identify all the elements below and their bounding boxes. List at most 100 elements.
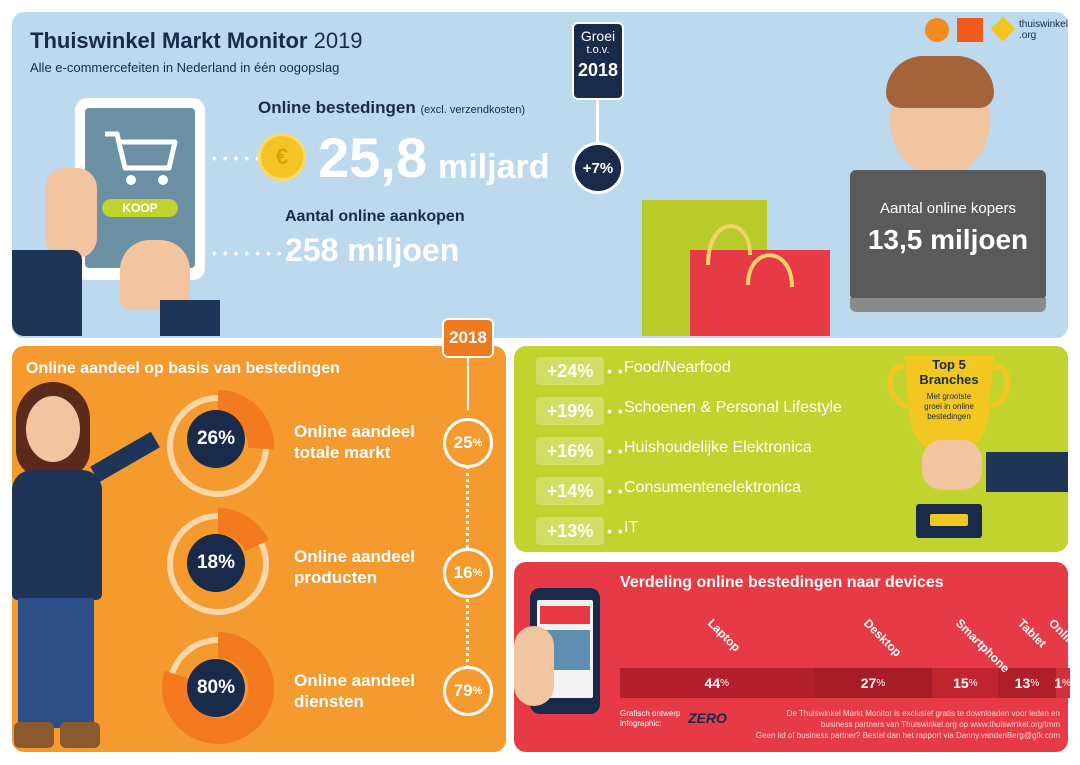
year-connector [467, 358, 469, 410]
euro-coin-icon: € [258, 133, 306, 181]
dotted-connector: • • • • • [212, 150, 262, 166]
top5-growth-4: +14% [536, 477, 604, 505]
share-label-total-market: Online aandeel totale markt [294, 421, 444, 463]
credit: Grafisch ontwerp infographic: [620, 709, 680, 729]
top5-title1: Top 5 [932, 357, 966, 372]
share-arc-0 [218, 390, 274, 450]
prev-unit: % [472, 437, 483, 449]
purchases-label: Aantal online aankopen [285, 208, 465, 225]
device-segment-tablet: 13% [998, 668, 1056, 698]
buyers-label: Aantal online kopers [880, 200, 1016, 217]
device-segment-smartphone: 15% [932, 668, 999, 698]
devices-panel [514, 562, 1068, 752]
top5-growth-2: +19% [536, 397, 604, 425]
top5-growth-5: +13% [536, 517, 604, 545]
woman-face [26, 396, 80, 462]
growth-year: 2018 [577, 60, 619, 80]
share-label2: diensten [294, 692, 364, 711]
dots-3: • • [607, 443, 624, 459]
top5-growth-1: +24% [536, 357, 604, 385]
top5-name-5: IT [624, 519, 639, 536]
device-unit: % [720, 677, 730, 689]
spending-label: Online bestedingen (excl. verzendkosten) [258, 98, 525, 118]
share-prev-products: 16% [443, 548, 493, 598]
share-prev-services: 79% [443, 666, 493, 716]
share-pct-services: 80% [187, 659, 245, 717]
credit-line1: Grafisch ontwerp [620, 709, 681, 718]
top5-name-3: Huishoudelijke Elektronica [624, 439, 812, 456]
zero-logo: ZERO [688, 710, 727, 726]
donut-total-market [167, 390, 274, 497]
device-value: 44 [704, 675, 721, 691]
spending-note: (excl. verzendkosten) [420, 104, 526, 116]
spending-unit: miljard [438, 148, 550, 186]
logo-text: thuiswinkel [1019, 19, 1068, 30]
share-label-services: Online aandeel diensten [294, 670, 444, 712]
share-pct-products: 18% [187, 534, 245, 592]
spending-value: 25,8 [318, 126, 427, 189]
trophy-sleeve [986, 452, 1068, 492]
top5-name-2: Schoenen & Personal Lifestyle [624, 399, 842, 416]
device-segment-desktop: 27% [813, 668, 933, 698]
dots-5: • • [607, 523, 624, 539]
share-label1: Online aandeel [294, 547, 415, 566]
share-arc-1 [218, 508, 269, 552]
footer-line3: Geen lid of business partner? Bestel dan… [755, 731, 1060, 740]
device-unit: % [1062, 677, 1071, 689]
dotted-connector-2: • • • • • • • • [212, 245, 294, 261]
share-label2: producten [294, 568, 378, 587]
dots-2: • • [607, 403, 624, 419]
footer-line1: De Thuiswinkel Markt Monitor is exclusie… [786, 709, 1060, 718]
device-value: 1 [1054, 675, 1063, 691]
share-label2: totale markt [294, 443, 391, 462]
bag-handles [706, 224, 794, 288]
laptop-illustration [850, 170, 1046, 300]
device-value: 15 [953, 675, 969, 691]
pointing-hand [120, 240, 190, 310]
share-prev-total-market: 25% [443, 418, 493, 468]
spending-label-text: Online bestedingen [258, 98, 416, 117]
purchases-value: 258 miljoen [285, 232, 460, 268]
koop-button: KOOP [102, 199, 178, 217]
trophy-hand [922, 440, 982, 490]
logo-subtext: .org [1019, 30, 1037, 41]
top5-title: Top 5 Branches [890, 357, 1008, 387]
thuiswinkel-logo: thuiswinkel .org [1019, 19, 1068, 41]
top5-name-1: Food/Nearfood [624, 359, 731, 376]
device-unit: % [1030, 677, 1040, 689]
device-unit: % [968, 677, 978, 689]
share-arc-2 [162, 632, 274, 744]
buyers-value: 13,5 miljoen [867, 224, 1029, 255]
growth-value: +7% [572, 142, 624, 194]
trophy-plate [930, 514, 968, 526]
share-pct-total-market: 26% [187, 410, 245, 468]
dots-1: • • [607, 363, 624, 379]
donut-products [167, 508, 269, 615]
top5-growth-3: +16% [536, 437, 604, 465]
shopping-cart-icon [105, 131, 178, 185]
prev-value: 25 [453, 433, 473, 452]
title-bold: Thuiswinkel Markt Monitor [30, 28, 308, 53]
dots-4: • • [607, 483, 624, 499]
woman-jacket [12, 470, 102, 600]
growth-connector [596, 100, 599, 142]
devices-heading: Verdeling online bestedingen naar device… [620, 574, 944, 591]
phone-screen-banner [540, 606, 590, 624]
device-value: 27 [860, 675, 877, 691]
laptop-base [850, 298, 1046, 312]
footer-line2: business partners van Thuiswinkel.org op… [820, 720, 1060, 729]
phone-hand [514, 626, 554, 706]
sleeve-right [160, 300, 220, 336]
device-segment-online-in-de-winkel: 1% [1054, 668, 1071, 698]
online-share-heading: Online aandeel op basis van bestedingen [26, 360, 340, 377]
woman-jeans [18, 598, 94, 728]
device-unit: % [876, 677, 886, 689]
share-label1: Online aandeel [294, 422, 415, 441]
red-shopping-bag [690, 250, 830, 336]
gfk-badge-logo [957, 18, 983, 42]
page-title: Thuiswinkel Markt Monitor 2019 [30, 28, 363, 54]
share-label1: Online aandeel [294, 671, 415, 690]
growth-line2: t.o.v. [586, 44, 610, 56]
footer-note: De Thuiswinkel Markt Monitor is exclusie… [740, 708, 1060, 741]
